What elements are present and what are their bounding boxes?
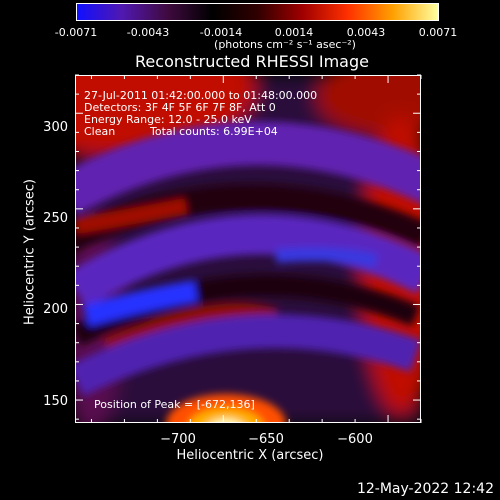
energy-range: Energy Range: 12.0 - 25.0 keV xyxy=(84,113,252,126)
peak-position: Position of Peak = [-672,136] xyxy=(94,398,255,411)
y-tick-label: 150 xyxy=(43,394,68,409)
y-tick-label: 200 xyxy=(43,302,68,317)
method: Clean xyxy=(84,125,116,138)
timestamp: 12-May-2022 12:42 xyxy=(356,481,494,497)
y-tick-label: 250 xyxy=(43,211,68,226)
total-counts: Total counts: 6.99E+04 xyxy=(150,125,278,138)
time-range: 27-Jul-2011 01:42:00.000 to 01:48:00.000 xyxy=(84,89,318,102)
chart-title: Reconstructed RHESSI Image xyxy=(135,52,369,71)
y-axis-label: Heliocentric Y (arcsec) xyxy=(22,179,38,325)
x-tick-label: −650 xyxy=(248,432,284,447)
detectors: Detectors: 3F 4F 5F 6F 7F 8F, Att 0 xyxy=(84,101,276,114)
y-tick-label: 300 xyxy=(43,120,68,135)
colorbar-tick: 0.0071 xyxy=(418,26,458,39)
heatmap-plot: 27-Jul-2011 01:42:00.000 to 01:48:00.000… xyxy=(75,75,421,423)
colorbar-tick: -0.0043 xyxy=(126,26,170,39)
colorbar xyxy=(76,3,439,21)
x-tick-label: −700 xyxy=(160,432,196,447)
x-axis-label: Heliocentric X (arcsec) xyxy=(176,448,324,463)
colorbar-tick: -0.0071 xyxy=(54,26,98,39)
colorbar-tick: 0.0014 xyxy=(274,26,314,39)
heatmap-svg xyxy=(76,76,420,422)
colorbar-tick: -0.0014 xyxy=(199,26,243,39)
colorbar-tick: 0.0043 xyxy=(346,26,386,39)
x-tick-label: −600 xyxy=(337,432,373,447)
colorbar-unit: (photons cm⁻² s⁻¹ asec⁻²) xyxy=(214,38,356,51)
